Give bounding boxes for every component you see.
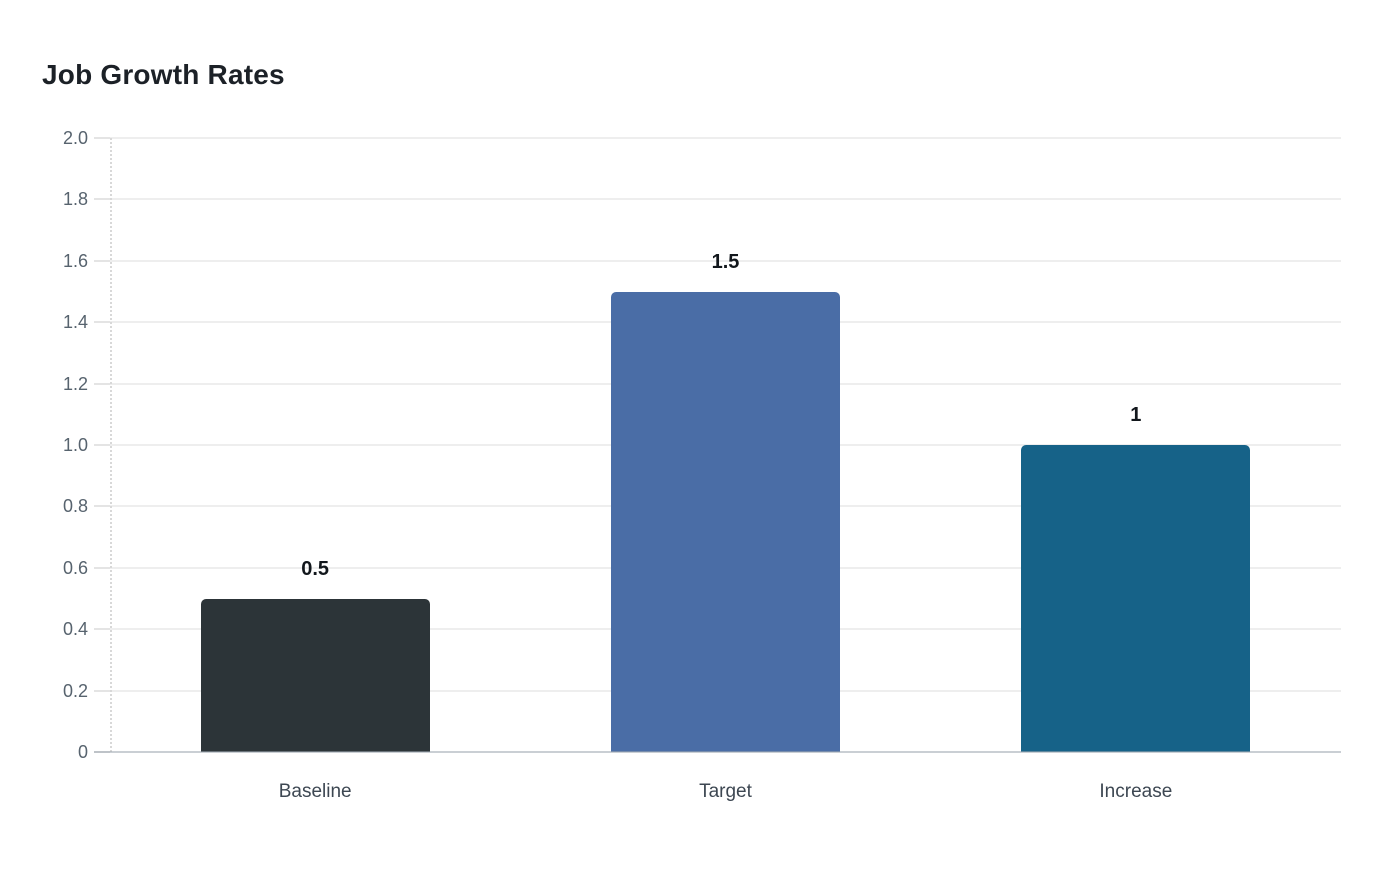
- gridline: [110, 259, 1341, 262]
- y-axis-tick: [94, 566, 110, 569]
- y-axis-tick: [94, 628, 110, 631]
- y-tick-label: 2.0: [62, 128, 88, 148]
- y-tick-label: 1.2: [62, 373, 88, 394]
- y-axis-tick: [94, 505, 110, 508]
- bar-value-label: 0.5: [301, 557, 330, 580]
- chart-title: Job Growth Rates: [42, 59, 285, 90]
- y-tick-label: 0.2: [62, 680, 88, 701]
- bar-baseline: [200, 598, 430, 752]
- y-axis-tick: [94, 382, 110, 385]
- y-axis-tick: [94, 444, 110, 446]
- x-tick-label: Baseline: [278, 781, 352, 802]
- y-axis-tick: [94, 198, 110, 201]
- y-tick-label: 1.4: [62, 312, 88, 333]
- y-axis-tick: [94, 321, 110, 324]
- y-tick-label: 0.6: [62, 557, 88, 578]
- y-axis-tick: [94, 689, 110, 692]
- bar-value-label: 1.5: [711, 250, 740, 273]
- y-axis-dotted-line: [110, 138, 112, 752]
- y-tick-label: 1.6: [62, 250, 88, 271]
- y-tick-label: 0: [77, 742, 88, 762]
- y-axis-tick: [94, 259, 110, 262]
- y-axis-tick: [94, 137, 110, 139]
- y-tick-label: 0.4: [62, 619, 88, 640]
- y-tick-label: 1.0: [62, 435, 88, 455]
- gridline: [110, 137, 1341, 139]
- x-tick-label: Increase: [1099, 781, 1173, 802]
- y-tick-label: 1.8: [62, 189, 88, 210]
- x-axis-line: [94, 751, 1341, 753]
- bar-target: [611, 291, 840, 752]
- bar-increase: [1021, 445, 1251, 752]
- y-tick-label: 0.8: [62, 496, 88, 517]
- bar-value-label: 1: [1130, 404, 1142, 426]
- gridline: [110, 198, 1341, 201]
- x-tick-label: Target: [699, 781, 752, 802]
